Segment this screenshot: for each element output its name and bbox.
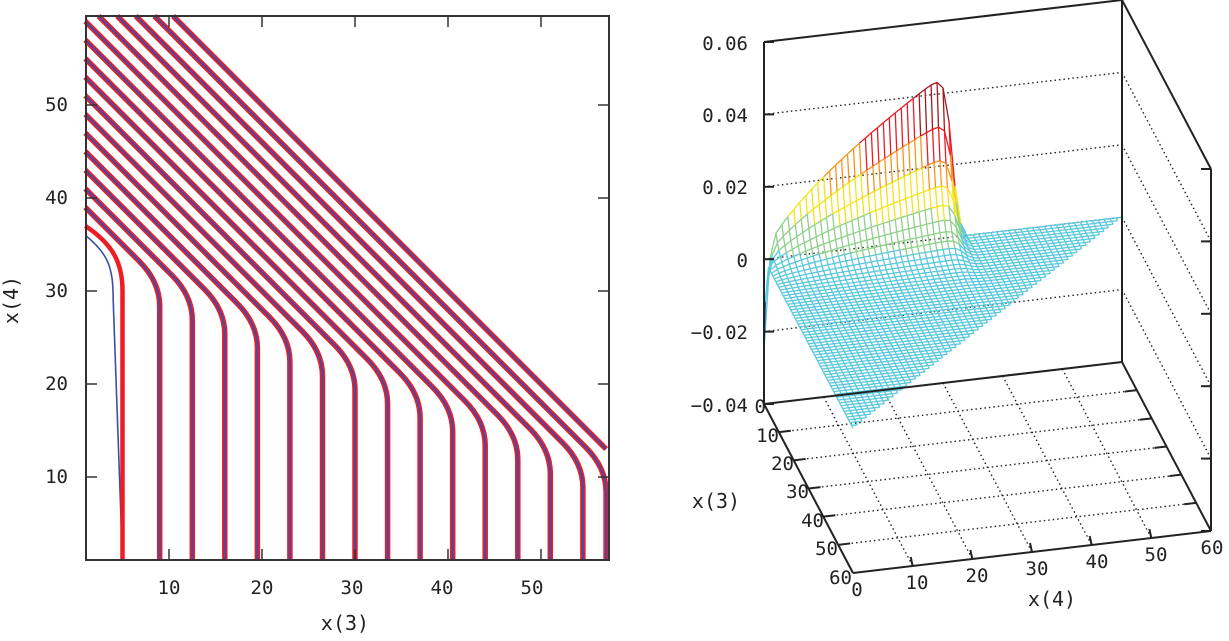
z-tick-labels: 0.06 0.04 0.02 0 −0.02 −0.04: [691, 33, 748, 417]
y-tick-label: 30: [45, 280, 68, 302]
x4-tick-label: 10: [906, 572, 929, 594]
z-tick-label: 0.06: [702, 33, 748, 55]
x3-tick-label: 50: [815, 538, 838, 560]
x3-tick-label: 40: [801, 510, 824, 532]
x4-tick-label: 50: [1145, 544, 1168, 566]
x3-tick-label: 20: [771, 453, 794, 475]
x3-axis-label: x(3): [692, 489, 740, 513]
x3-tick-label: 30: [786, 481, 809, 503]
left-x-axis-label: x(3): [321, 611, 369, 635]
x-tick-label: 30: [341, 577, 364, 599]
x4-tick-label: 60: [1201, 537, 1224, 559]
z-tick-label: 0: [737, 250, 748, 272]
x-tick-label: 20: [251, 577, 274, 599]
contour-curves: [85, 16, 606, 561]
z-tick-label: 0.02: [702, 177, 748, 199]
x3-tick-label: 0: [755, 396, 766, 418]
y-tick-label: 20: [45, 373, 68, 395]
z-tick-label: −0.02: [691, 322, 748, 344]
x4-tick-label: 0: [851, 579, 862, 601]
right-surface-plot: 0.06 0.04 0.02 0 −0.02 −0.04 0 10 20 30 …: [691, 0, 1224, 611]
x4-tick-label: 30: [1026, 558, 1049, 580]
z-tick-label: 0.04: [702, 105, 748, 127]
x-tick-label: 40: [431, 577, 454, 599]
x4-axis-label: x(4): [1028, 587, 1076, 611]
y-tick-label: 10: [45, 466, 68, 488]
y-tick-label: 50: [45, 94, 68, 116]
x-tick-label: 50: [521, 577, 544, 599]
left-x-tick-labels: 10 20 30 40 50: [158, 577, 544, 599]
x3-tick-label: 10: [756, 425, 779, 447]
left-y-axis-label: x(4): [0, 276, 23, 324]
surface-mesh: [764, 82, 1122, 428]
x3-tick-label: 60: [829, 567, 852, 589]
x4-tick-label: 40: [1086, 551, 1109, 573]
x-tick-label: 10: [158, 577, 181, 599]
x4-tick-label: 20: [966, 565, 989, 587]
left-contour-plot: 10 20 30 40 50 10 20 30 40 50 x(3) x(4): [0, 16, 609, 635]
z-tick-label: −0.04: [691, 395, 748, 417]
left-y-tick-labels: 10 20 30 40 50: [45, 94, 68, 488]
y-tick-label: 40: [45, 187, 68, 209]
